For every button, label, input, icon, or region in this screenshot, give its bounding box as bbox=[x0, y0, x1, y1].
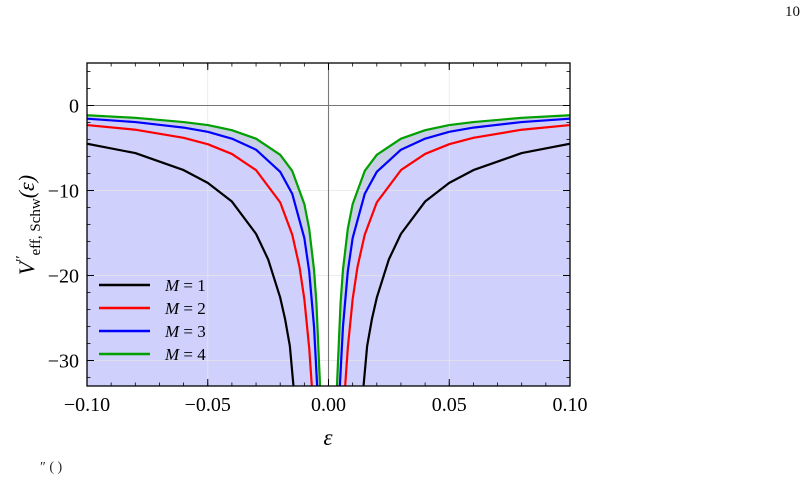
fill-under-right bbox=[336, 115, 570, 386]
legend-label-m2: M = 2 bbox=[164, 299, 206, 318]
schwarzschild-potential-chart: −0.10 −0.05 0.00 0.05 0.10 0 −10 −20 −30 ε V′′e… bbox=[14, 62, 588, 450]
legend-label-m1: M = 1 bbox=[164, 276, 206, 295]
y-tick-labels: 0 −10 −20 −30 bbox=[48, 96, 79, 373]
series-line-m3-right bbox=[338, 117, 570, 386]
fill-under-left bbox=[87, 115, 321, 386]
y-tick-label: −20 bbox=[48, 266, 79, 288]
y-tick-label: −10 bbox=[48, 181, 79, 203]
page-number: 10 bbox=[785, 4, 800, 20]
x-tick-label: 0.10 bbox=[553, 394, 588, 416]
tick-marks bbox=[86, 63, 571, 386]
series-line-m3-left bbox=[87, 117, 319, 386]
series-line-m2-right bbox=[344, 123, 570, 386]
x-tick-labels: −0.10 −0.05 0.00 0.05 0.10 bbox=[64, 394, 588, 416]
series-line-m4-left bbox=[87, 114, 322, 386]
series-line-m2-left bbox=[87, 123, 313, 386]
y-tick-label: 0 bbox=[69, 96, 79, 118]
series-layer bbox=[87, 114, 570, 386]
x-tick-label: −0.05 bbox=[185, 394, 231, 416]
legend-label-m4: M = 4 bbox=[164, 345, 206, 364]
fill-layer bbox=[87, 115, 570, 386]
reference-lines bbox=[87, 63, 570, 386]
x-tick-label: 0.00 bbox=[311, 394, 346, 416]
y-tick-label: −30 bbox=[48, 351, 79, 373]
series-line-m1-left bbox=[87, 142, 295, 386]
legend: M = 1 M = 2 M = 3 M = 4 bbox=[99, 276, 206, 364]
series-line-m4-right bbox=[335, 114, 570, 386]
x-tick-label: 0.05 bbox=[432, 394, 467, 416]
legend-label-m3: M = 3 bbox=[164, 322, 206, 341]
x-axis-label: ε bbox=[323, 425, 333, 450]
caption-fragment: ″ ( ) bbox=[40, 460, 63, 475]
series-line-m1-right bbox=[362, 142, 570, 386]
x-tick-label: −0.10 bbox=[64, 394, 110, 416]
y-axis-label: V′′eff, Schw(ε) bbox=[14, 175, 44, 275]
